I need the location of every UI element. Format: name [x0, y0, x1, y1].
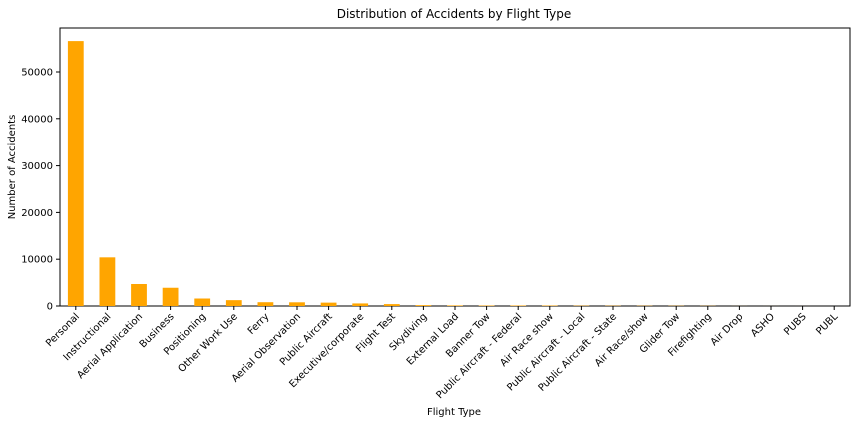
bars-group	[67, 41, 843, 307]
y-tick-label: 20000	[21, 208, 53, 219]
bar-flight-test	[383, 304, 400, 306]
bar-skydiving	[415, 305, 432, 306]
y-tick-label: 50000	[21, 67, 53, 78]
y-axis-ticks: 0 10000 20000 30000 40000 50000	[21, 67, 60, 313]
x-tick-label: PUBL	[814, 311, 840, 337]
bar-positioning	[194, 298, 211, 306]
y-tick-label: 10000	[21, 255, 53, 266]
bar-aerial-application	[131, 284, 147, 306]
y-tick-label: 30000	[21, 161, 53, 172]
bar-ferry	[257, 302, 274, 306]
x-axis-label: Flight Type	[427, 407, 481, 418]
x-tick-label: Ferry	[246, 311, 272, 337]
y-axis-label: Number of Accidents	[7, 115, 18, 220]
x-tick-label: Air Drop	[709, 311, 746, 348]
bar-public-aircraft	[320, 302, 337, 306]
bar-other-work-use	[225, 300, 242, 306]
chart-title: Distribution of Accidents by Flight Type	[337, 7, 572, 21]
x-tick-label: ASHO	[749, 311, 777, 339]
y-tick-label: 40000	[21, 114, 53, 125]
x-tick-label: PUBS	[782, 311, 808, 337]
plot-frame	[59, 27, 851, 307]
bar-aerial-observation	[289, 302, 305, 306]
bar-instructional	[99, 257, 116, 306]
bar-personal	[67, 41, 84, 307]
bar-executive-corporate	[352, 303, 369, 306]
bar-external-load	[447, 305, 463, 306]
y-tick-label: 0	[47, 302, 53, 313]
bar-business	[162, 287, 179, 306]
x-tick-label: Other Work Use	[176, 311, 239, 374]
